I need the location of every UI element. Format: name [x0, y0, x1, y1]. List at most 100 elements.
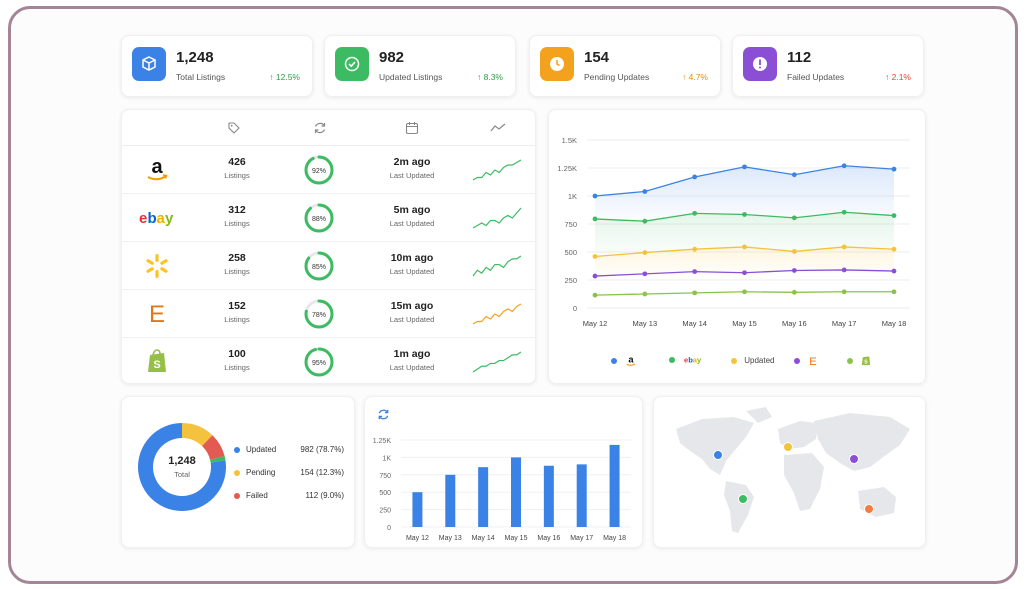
series-point[interactable] — [642, 218, 648, 224]
legend-label: Pending — [246, 468, 276, 477]
series-point[interactable] — [841, 267, 847, 273]
donut-slice[interactable] — [202, 435, 225, 460]
series-point[interactable] — [592, 216, 598, 222]
ring-percent: 95% — [312, 360, 326, 367]
map-marker-australia[interactable] — [864, 504, 874, 514]
series-point[interactable] — [841, 209, 847, 215]
sparkline-path — [472, 159, 522, 181]
alert-icon — [743, 47, 777, 81]
series-point[interactable] — [791, 215, 797, 221]
series-point[interactable] — [592, 292, 598, 298]
trend-sparkline — [472, 158, 522, 182]
series-point[interactable] — [791, 172, 797, 178]
x-tick-label: May 18 — [603, 535, 626, 542]
last-updated-time: 5m ago — [393, 204, 431, 216]
bar[interactable] — [445, 474, 456, 527]
series-point[interactable] — [841, 244, 847, 250]
series-point[interactable] — [742, 270, 747, 276]
series-point[interactable] — [891, 246, 897, 252]
legend-item-updated[interactable]: Updated — [731, 356, 774, 365]
series-point[interactable] — [891, 213, 897, 218]
amazon-logo: a — [626, 354, 636, 366]
series-point[interactable] — [692, 290, 698, 296]
bar[interactable] — [478, 467, 489, 527]
trend-sparkline — [472, 254, 522, 278]
listing-count: 152 — [228, 300, 246, 312]
series-point[interactable] — [791, 268, 797, 273]
svg-text:a: a — [629, 354, 635, 364]
series-point[interactable] — [692, 269, 698, 274]
kpi-updated-listings[interactable]: 982 Updated Listings ↑ 8.3% — [324, 35, 516, 97]
refresh-icon[interactable] — [377, 408, 390, 426]
series-point[interactable] — [692, 174, 698, 180]
x-tick-label: May 15 — [732, 319, 757, 328]
ring-progress — [304, 347, 334, 377]
x-tick-label: May 14 — [472, 535, 495, 542]
y-tick-label: 0 — [573, 304, 577, 313]
series-point[interactable] — [841, 163, 847, 169]
map-marker-south-america[interactable] — [738, 494, 748, 504]
series-point[interactable] — [742, 164, 747, 170]
svg-text:b: b — [688, 356, 693, 365]
svg-text:E: E — [149, 301, 165, 328]
series-point[interactable] — [891, 268, 897, 274]
kpi-failed-updates[interactable]: 112 Failed Updates ↑ 2.1% — [732, 35, 924, 97]
bar[interactable] — [511, 457, 521, 527]
legend-item-shopify[interactable]: S — [847, 354, 872, 367]
series-point[interactable] — [592, 193, 598, 199]
kpi-pending-updates[interactable]: 154 Pending Updates ↑ 4.7% — [529, 35, 721, 97]
trend-icon[interactable] — [490, 121, 506, 140]
series-point[interactable] — [692, 210, 698, 216]
kpi-label: Total Listings — [176, 72, 226, 82]
series-point[interactable] — [692, 246, 698, 252]
series-point[interactable] — [791, 249, 797, 254]
series-point[interactable] — [891, 289, 897, 295]
series-point[interactable] — [742, 244, 747, 250]
legend-item-amazon[interactable]: a — [611, 354, 638, 368]
donut-slice[interactable] — [210, 455, 226, 463]
kpi-value: 112 — [787, 49, 812, 66]
last-updated-label: Last Updated — [389, 219, 435, 228]
bar[interactable] — [609, 444, 620, 527]
donut-slice[interactable] — [138, 423, 226, 511]
table-row[interactable]: a 426 Listings 92% 2m ago Last Updated — [122, 146, 535, 194]
series-point[interactable] — [642, 271, 648, 277]
tag-icon[interactable] — [227, 121, 241, 140]
shopify-logo: S — [134, 348, 180, 376]
dashboard-frame: 1,248 Total Listings ↑ 12.5% 982 Updated… — [8, 6, 1018, 584]
donut-slice[interactable] — [182, 423, 213, 447]
ring-percent: 88% — [312, 216, 326, 223]
table-row[interactable]: E 152 Listings 78% 15m ago Last Updated — [122, 290, 535, 338]
kpi-value: 1,248 — [176, 49, 214, 66]
series-point[interactable] — [592, 254, 598, 259]
series-point[interactable] — [742, 289, 747, 295]
series-point[interactable] — [642, 291, 648, 297]
bar[interactable] — [543, 465, 554, 527]
y-tick-label: 250 — [379, 508, 391, 515]
table-row[interactable]: 258 Listings 85% 10m ago Last Updated — [122, 242, 535, 290]
legend-item-etsy[interactable]: E — [794, 354, 819, 368]
series-point[interactable] — [642, 250, 648, 255]
bar[interactable] — [576, 464, 587, 527]
series-point[interactable] — [841, 289, 847, 295]
y-tick-label: 500 — [379, 490, 391, 497]
series-point[interactable] — [592, 273, 598, 279]
map-marker-europe[interactable] — [783, 442, 793, 452]
series-point[interactable] — [642, 189, 648, 194]
map-marker-north-america[interactable] — [713, 450, 723, 460]
series-point[interactable] — [791, 289, 797, 295]
calendar-icon[interactable] — [405, 121, 419, 140]
svg-text:e: e — [139, 210, 147, 227]
refresh-icon[interactable] — [313, 121, 327, 140]
series-point[interactable] — [891, 166, 897, 172]
series-point[interactable] — [742, 212, 747, 217]
cube-icon — [132, 47, 166, 81]
table-row[interactable]: S 100 Listings 95% 1m ago Last Updated — [122, 338, 535, 386]
continent-africa — [784, 453, 824, 511]
map-marker-asia[interactable] — [849, 454, 859, 464]
bar[interactable] — [412, 492, 423, 527]
kpi-total-listings[interactable]: 1,248 Total Listings ↑ 12.5% — [121, 35, 313, 97]
last-updated-time: 2m ago — [393, 156, 431, 168]
